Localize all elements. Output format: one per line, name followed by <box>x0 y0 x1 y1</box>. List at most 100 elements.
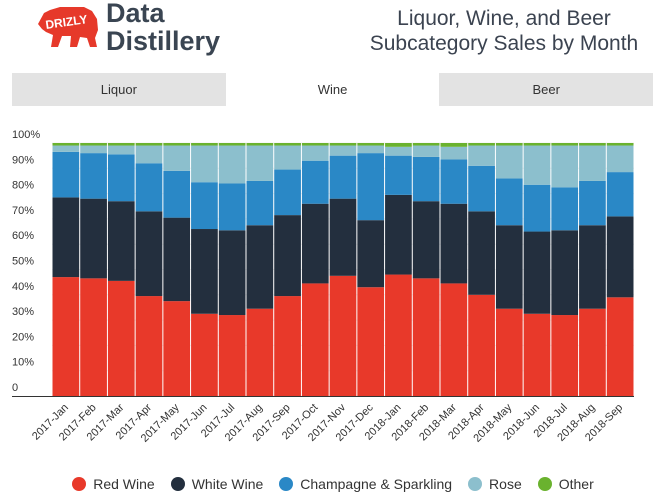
bar-segment-champagne-sparkling[interactable] <box>135 163 163 212</box>
bar-segment-rose[interactable] <box>163 145 191 171</box>
bar-segment-red-wine[interactable] <box>301 283 329 396</box>
legend-item[interactable]: White Wine <box>170 476 263 492</box>
legend-item[interactable]: Other <box>537 476 594 492</box>
bar-segment-other[interactable] <box>135 143 163 146</box>
bar-segment-white-wine[interactable] <box>191 229 218 314</box>
bar-segment-rose[interactable] <box>329 145 357 156</box>
drizly-bear-logo[interactable]: DRIZLY <box>34 4 104 50</box>
bar-segment-rose[interactable] <box>385 146 412 156</box>
bar-segment-white-wine[interactable] <box>385 194 412 275</box>
bar-segment-white-wine[interactable] <box>579 225 606 309</box>
bar-segment-white-wine[interactable] <box>357 220 385 288</box>
bar-segment-other[interactable] <box>468 143 495 146</box>
bar-segment-other[interactable] <box>551 143 579 146</box>
bar-segment-champagne-sparkling[interactable] <box>523 184 551 232</box>
bar-segment-champagne-sparkling[interactable] <box>52 151 80 198</box>
bar-segment-rose[interactable] <box>606 145 634 173</box>
bar-segment-rose[interactable] <box>412 145 440 157</box>
bar-segment-red-wine[interactable] <box>80 278 107 396</box>
bar-segment-other[interactable] <box>440 143 468 147</box>
bar-segment-champagne-sparkling[interactable] <box>163 170 191 218</box>
bar-segment-red-wine[interactable] <box>163 301 191 396</box>
bar-segment-rose[interactable] <box>80 145 107 154</box>
bar-segment-white-wine[interactable] <box>301 203 329 284</box>
bar-segment-other[interactable] <box>80 143 107 146</box>
bar-segment-white-wine[interactable] <box>495 225 523 309</box>
bar-segment-white-wine[interactable] <box>329 198 357 276</box>
legend-item[interactable]: Champagne & Sparkling <box>279 476 452 492</box>
bar-segment-champagne-sparkling[interactable] <box>357 153 385 221</box>
bar-segment-red-wine[interactable] <box>329 275 357 396</box>
bar-segment-red-wine[interactable] <box>385 274 412 396</box>
bar-segment-other[interactable] <box>357 143 385 146</box>
bar-segment-other[interactable] <box>246 143 274 146</box>
bar-segment-white-wine[interactable] <box>606 216 634 298</box>
bar-segment-rose[interactable] <box>274 145 301 170</box>
bar-segment-red-wine[interactable] <box>357 287 385 396</box>
bar-segment-champagne-sparkling[interactable] <box>218 183 246 231</box>
bar-segment-rose[interactable] <box>551 145 579 188</box>
tab-liquor[interactable]: Liquor <box>100 82 137 97</box>
bar-segment-rose[interactable] <box>52 145 80 152</box>
bar-segment-other[interactable] <box>218 143 246 146</box>
bar-segment-rose[interactable] <box>468 145 495 166</box>
bar-segment-other[interactable] <box>606 143 634 146</box>
bar-segment-red-wine[interactable] <box>191 313 218 396</box>
bar-segment-red-wine[interactable] <box>274 296 301 396</box>
bar-segment-champagne-sparkling[interactable] <box>301 160 329 204</box>
bar-segment-rose[interactable] <box>135 145 163 164</box>
bar-segment-rose[interactable] <box>357 145 385 154</box>
bar-segment-champagne-sparkling[interactable] <box>246 180 274 226</box>
bar-segment-white-wine[interactable] <box>440 203 468 284</box>
bar-segment-other[interactable] <box>412 143 440 146</box>
bar-segment-other[interactable] <box>191 143 218 146</box>
bar-segment-red-wine[interactable] <box>606 297 634 396</box>
bar-segment-champagne-sparkling[interactable] <box>412 156 440 202</box>
bar-segment-champagne-sparkling[interactable] <box>385 155 412 195</box>
bar-segment-champagne-sparkling[interactable] <box>329 155 357 199</box>
bar-segment-red-wine[interactable] <box>218 315 246 396</box>
bar-segment-white-wine[interactable] <box>52 197 80 278</box>
legend-item[interactable]: Red Wine <box>72 476 155 492</box>
bar-segment-champagne-sparkling[interactable] <box>551 187 579 231</box>
tab-wine[interactable]: Wine <box>225 73 440 106</box>
bar-segment-red-wine[interactable] <box>135 296 163 396</box>
bar-segment-champagne-sparkling[interactable] <box>191 182 218 230</box>
tab-beer[interactable]: Beer <box>532 82 560 97</box>
bar-segment-red-wine[interactable] <box>468 294 495 396</box>
bar-segment-rose[interactable] <box>301 145 329 161</box>
bar-segment-white-wine[interactable] <box>412 201 440 279</box>
bar-segment-champagne-sparkling[interactable] <box>606 172 634 217</box>
bar-segment-champagne-sparkling[interactable] <box>579 180 606 226</box>
bar-segment-champagne-sparkling[interactable] <box>495 178 523 226</box>
bar-segment-other[interactable] <box>52 143 80 146</box>
bar-segment-rose[interactable] <box>107 145 135 155</box>
bar-segment-red-wine[interactable] <box>412 278 440 396</box>
bar-segment-other[interactable] <box>301 143 329 146</box>
bar-segment-red-wine[interactable] <box>523 313 551 396</box>
bar-segment-white-wine[interactable] <box>274 215 301 297</box>
bar-segment-champagne-sparkling[interactable] <box>80 153 107 199</box>
bar-segment-red-wine[interactable] <box>52 277 80 396</box>
bar-segment-white-wine[interactable] <box>246 225 274 309</box>
bar-segment-other[interactable] <box>107 143 135 146</box>
bar-segment-white-wine[interactable] <box>135 211 163 297</box>
bar-segment-other[interactable] <box>274 143 301 146</box>
bar-segment-rose[interactable] <box>440 146 468 160</box>
bar-segment-red-wine[interactable] <box>495 308 523 396</box>
bar-segment-champagne-sparkling[interactable] <box>468 165 495 212</box>
bar-segment-red-wine[interactable] <box>551 315 579 396</box>
bar-segment-rose[interactable] <box>579 145 606 181</box>
bar-segment-champagne-sparkling[interactable] <box>440 159 468 204</box>
bar-segment-other[interactable] <box>579 143 606 146</box>
bar-segment-other[interactable] <box>329 143 357 146</box>
bar-segment-white-wine[interactable] <box>163 217 191 302</box>
bar-segment-rose[interactable] <box>523 145 551 185</box>
bar-segment-red-wine[interactable] <box>579 308 606 396</box>
bar-segment-white-wine[interactable] <box>523 231 551 314</box>
bar-segment-rose[interactable] <box>495 145 523 179</box>
bar-segment-red-wine[interactable] <box>107 280 135 396</box>
bar-segment-rose[interactable] <box>191 145 218 183</box>
bar-segment-other[interactable] <box>495 143 523 146</box>
bar-segment-white-wine[interactable] <box>551 230 579 316</box>
